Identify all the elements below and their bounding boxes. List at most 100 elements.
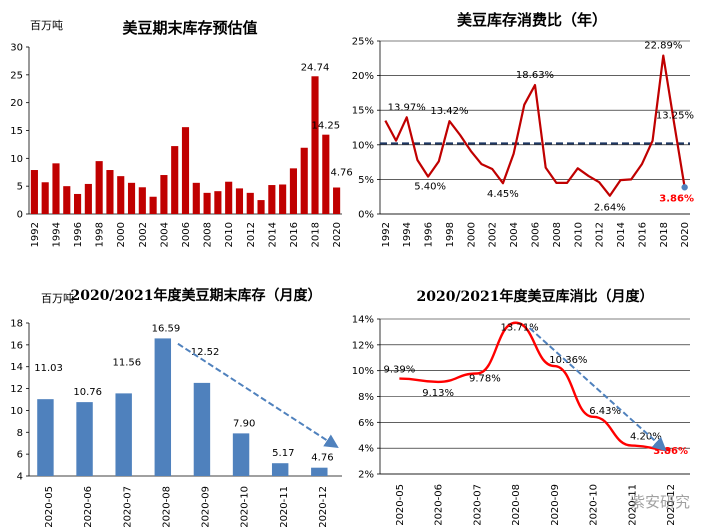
chart1-bar <box>160 175 168 214</box>
chart3-bar <box>232 433 250 476</box>
chart3-y-tick-label: 12 <box>10 384 23 395</box>
chart2-x-tick-label: 1992 <box>381 222 392 247</box>
chart1-bar <box>30 170 38 214</box>
chart1-unit-label: 百万吨 <box>30 19 63 32</box>
chart2-data-label: 13.25% <box>656 110 694 121</box>
chart3-bar <box>76 402 93 476</box>
chart1-bar <box>235 188 244 214</box>
chart2-x-tick-label: 1996 <box>424 222 435 247</box>
chart4-data-label: 13.71% <box>501 323 539 334</box>
chart2-title: 美豆库存消费比（年） <box>457 11 607 29</box>
chart1-bar <box>214 191 222 214</box>
chart1-y-tick-label: 15 <box>10 126 23 137</box>
chart2-x-tick-label: 2000 <box>466 222 477 247</box>
chart1-x-tick-label: 1996 <box>73 222 84 247</box>
chart4-x-tick-label: 2020-06 <box>434 484 445 526</box>
chart3-y-tick-label: 6 <box>17 450 23 461</box>
chart1-bar <box>279 184 287 214</box>
chart1-bar <box>333 187 341 214</box>
chart3-data-label: 16.59 <box>152 323 181 334</box>
chart1-title: 美豆期末库存预估值 <box>122 19 257 37</box>
chart2-y-tick-label: 5% <box>358 175 374 186</box>
chart2-data-label: 5.40% <box>414 182 446 193</box>
chart4-y-tick-label: 10% <box>352 366 374 377</box>
chart3-bar <box>271 463 289 476</box>
chart3-y-tick-label: 10 <box>10 406 23 417</box>
chart4-title: 2020/2021年度美豆库消比（月度） <box>416 288 653 305</box>
chart1-bar <box>322 134 330 214</box>
chart1-x-tick-label: 2020 <box>332 222 343 247</box>
chart3-y-tick-label: 18 <box>10 319 23 330</box>
chart1-bar <box>95 161 103 214</box>
chart1-x-tick-label: 2000 <box>116 222 127 247</box>
chart2-y-tick-label: 15% <box>352 106 374 117</box>
chart4-y-tick-label: 12% <box>352 340 374 351</box>
chart1-bar <box>192 182 200 214</box>
chart2-data-label: 3.86% <box>659 193 694 204</box>
chart1-bar <box>300 147 308 214</box>
chart4-x-tick-label: 2020-09 <box>550 484 561 526</box>
chart1-bar <box>63 186 71 214</box>
chart2-x-tick-label: 2002 <box>488 222 499 247</box>
chart4-y-tick-label: 6% <box>358 418 374 429</box>
chart3-data-label: 11.56 <box>112 357 141 368</box>
chart2-y-tick-label: 20% <box>352 71 374 82</box>
chart1-bar <box>52 163 60 214</box>
chart1-bar <box>311 76 319 214</box>
chart4-data-label: 10.36% <box>549 355 587 366</box>
chart3-x-tick-label: 2020-08 <box>161 486 172 528</box>
chart3-y-tick-label: 8 <box>17 428 23 439</box>
chart1-bar <box>41 182 49 214</box>
chart4-data-label: 4.20% <box>630 432 662 443</box>
chart3-trend-arrow <box>177 342 339 449</box>
chart3-data-label: 11.03 <box>34 363 63 374</box>
chart2-x-tick-label: 2012 <box>595 222 606 247</box>
chart1-y-tick-label: 25 <box>10 70 23 81</box>
chart2-x-tick-label: 2020 <box>680 222 691 247</box>
chart1-x-tick-label: 1992 <box>30 222 41 247</box>
chart3-bar <box>115 393 132 476</box>
chart2-x-tick-label: 2018 <box>659 222 670 247</box>
chart4-series-line <box>399 321 671 452</box>
chart2-data-label: 13.97% <box>388 102 426 113</box>
chart3-x-tick-label: 2020-09 <box>201 486 212 528</box>
chart1-bar <box>84 183 92 214</box>
chart1-x-tick-label: 2006 <box>181 222 192 247</box>
chart3-data-label: 10.76 <box>73 387 102 398</box>
chart1-y-axis: 0 5 10 15 20 25 30 <box>10 43 342 221</box>
chart2-x-tick-label: 2014 <box>616 222 627 247</box>
chart4-data-label: 6.43% <box>589 406 621 417</box>
chart3-bar <box>154 338 172 476</box>
chart3-data-label: 12.52 <box>191 347 220 358</box>
chart2-x-tick-label: 2010 <box>573 222 584 247</box>
chart2-x-tick-label: 2016 <box>637 222 648 247</box>
chart3-bar <box>311 467 328 476</box>
chart4-x-tick-label: 2020-12 <box>666 484 677 526</box>
chart2-x-tick-label: 1994 <box>402 222 413 247</box>
chart1-bar <box>149 196 157 214</box>
chart4-y-axis: 2% 4% 6% 8% 10% 12% 14% <box>352 315 690 481</box>
chart1-x-tick-label: 2014 <box>267 222 278 247</box>
chart1-data-label: 14.25 <box>311 121 340 132</box>
chart2-data-label: 2.64% <box>594 203 626 214</box>
chart4-y-tick-label: 8% <box>358 392 374 403</box>
chart4-y-tick-label: 4% <box>358 444 374 455</box>
chart4-x-tick-label: 2020-10 <box>589 484 600 526</box>
chart2-data-label: 22.89% <box>644 41 682 52</box>
chart1-data-label: 4.76 <box>330 168 352 179</box>
chart3-y-tick-label: 14 <box>10 362 23 373</box>
chart1-x-tick-label: 2004 <box>159 222 170 247</box>
chart1-y-tick-label: 5 <box>17 182 23 193</box>
chart1-bar <box>127 182 136 214</box>
chart3-x-tick-label: 2020-10 <box>240 486 251 528</box>
chart1-y-tick-label: 10 <box>10 154 23 165</box>
chart3-x-tick-label: 2020-12 <box>318 486 329 528</box>
chart3-bar <box>193 382 211 476</box>
chart4-x-tick-label: 2020-11 <box>627 484 638 526</box>
chart1-bar <box>289 168 297 214</box>
chart3-unit-label: 百万吨 <box>41 292 74 305</box>
chart3-x-tick-label: 2020-11 <box>279 486 290 528</box>
chart1-x-tick-label: 2002 <box>138 222 149 247</box>
chart4-x-tick-label: 2020-08 <box>511 484 522 526</box>
chart2-x-tick-label: 2004 <box>509 222 520 247</box>
